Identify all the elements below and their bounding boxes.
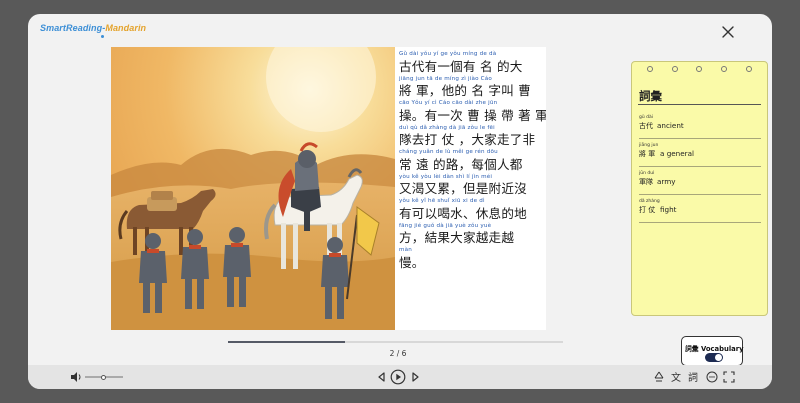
story-line[interactable]: duì qù dǎ zhàng dà jiā zǒu le fēi 隊去打 仗 ，…: [399, 124, 536, 148]
recycle-icon[interactable]: [652, 370, 666, 384]
story-line[interactable]: yòu kě yòu lèi dàn shì lí jìn méi 又渴又累，但是…: [399, 173, 527, 197]
toggle-switch[interactable]: [705, 353, 723, 362]
previous-page-icon[interactable]: [375, 370, 389, 384]
vocabulary-toggle[interactable]: 詞彙 Vocabulary: [681, 336, 744, 366]
story-text: Gǔ dài yǒu yí ge yǒu míng de dà 古代有一個有 名 …: [395, 47, 546, 330]
close-icon[interactable]: [720, 24, 736, 40]
next-page-icon[interactable]: [408, 370, 422, 384]
story-illustration: [111, 47, 395, 330]
vocabulary-card: 詞彙 gǔ dài 古代 ancient jiāng jun 將 軍 a gen…: [631, 61, 768, 316]
vocab-item[interactable]: dǎ zhàng 打 仗 fight: [639, 195, 761, 223]
volume-slider[interactable]: [85, 375, 123, 380]
story-line[interactable]: màn 慢。: [399, 247, 425, 270]
reader-window: SmartReading-Mandarin: [28, 14, 772, 389]
chat-icon[interactable]: [705, 370, 719, 384]
binder-rings: [632, 66, 767, 72]
app-logo: SmartReading-Mandarin: [40, 23, 146, 38]
page-indicator: 2 / 6: [389, 349, 407, 358]
volume-knob[interactable]: [101, 375, 106, 380]
text-toggle-icon[interactable]: 文: [671, 373, 681, 384]
story-line[interactable]: cāo Yǒu yí cì Cáo cāo dài zhe jūn 操。有一次 曹…: [399, 100, 546, 123]
story-line[interactable]: Gǔ dài yǒu yí ge yǒu míng de dà 古代有一個有 名 …: [399, 51, 523, 74]
vocab-toggle-icon[interactable]: 詞: [688, 373, 698, 384]
vocabulary-toggle-label: 詞彙 Vocabulary: [685, 345, 744, 353]
vocab-item[interactable]: gǔ dài 古代 ancient: [639, 111, 761, 139]
vocab-item[interactable]: jūn duì 軍隊 army: [639, 167, 761, 195]
story-line[interactable]: yǒu kě yǐ hē shuǐ xiū xi de dì 有可以喝水、休息的地: [399, 198, 527, 221]
fullscreen-icon[interactable]: [722, 370, 736, 384]
page-progress-fill: [228, 341, 346, 343]
volume-icon[interactable]: [69, 370, 83, 384]
page-progress-bar[interactable]: [228, 341, 563, 343]
story-line[interactable]: fāng jié guǒ dà jiā yuè zǒu yuè 方，結果大家越走越: [399, 222, 515, 246]
story-line[interactable]: jiāng jun tā de míng zì jiào Cáo 將 軍，他的 …: [399, 75, 531, 99]
vocabulary-title: 詞彙: [639, 89, 662, 103]
play-icon[interactable]: [390, 369, 406, 385]
story-line[interactable]: cháng yuǎn de lù měi ge rén dōu 常 遠 的路，每…: [399, 149, 523, 172]
bottom-toolbar: 文 詞: [28, 365, 772, 389]
vocab-item[interactable]: jiāng jun 將 軍 a general: [639, 139, 761, 167]
story-page: Gǔ dài yǒu yí ge yǒu míng de dà 古代有一個有 名 …: [111, 47, 546, 330]
